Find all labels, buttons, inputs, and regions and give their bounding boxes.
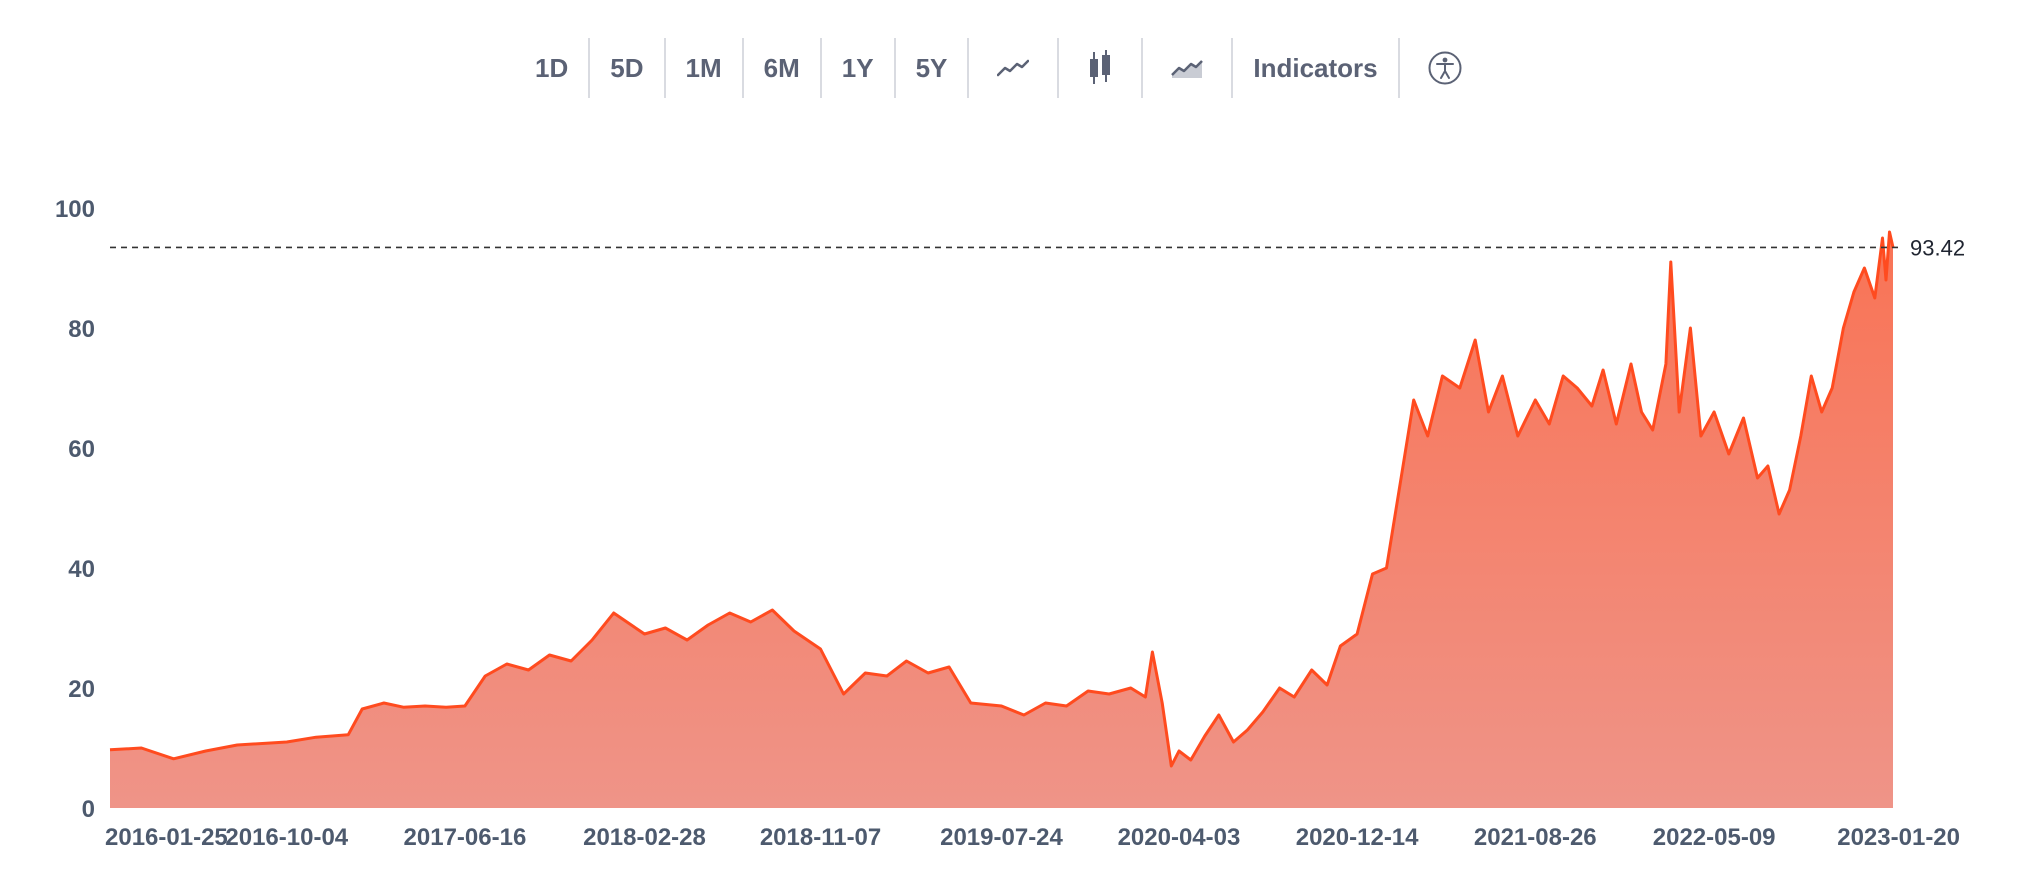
y-tick-label: 40 — [68, 556, 95, 583]
x-tick-label: 2018-02-28 — [583, 824, 706, 851]
area-chart-button[interactable] — [1143, 38, 1234, 98]
x-tick-label: 2023-01-20 — [1837, 824, 1960, 851]
range-5d-button[interactable]: 5D — [590, 38, 666, 98]
y-tick-label: 100 — [55, 196, 95, 223]
x-tick-label: 2021-08-26 — [1474, 824, 1597, 851]
price-line — [109, 230, 1895, 768]
candlestick-chart-icon — [1090, 50, 1111, 84]
range-1d-button[interactable]: 1D — [515, 38, 591, 98]
range-6m-button[interactable]: 6M — [744, 38, 822, 98]
x-tick-label: 2018-11-07 — [760, 824, 881, 851]
line-chart-icon — [997, 59, 1030, 77]
x-tick-label: 2016-01-25 — [105, 824, 228, 851]
x-tick-label: 2020-12-14 — [1296, 824, 1419, 851]
accessibility-button[interactable] — [1400, 38, 1490, 98]
y-axis: 0 20 40 60 80 100 — [55, 196, 95, 823]
range-1y-button[interactable]: 1Y — [822, 38, 896, 98]
area-chart-icon — [1171, 60, 1204, 78]
line-chart-button[interactable] — [969, 38, 1060, 98]
y-tick-label: 20 — [68, 676, 95, 703]
accessibility-icon — [1428, 51, 1462, 85]
y-tick-label: 60 — [68, 436, 95, 463]
x-tick-label: 2019-07-24 — [940, 824, 1063, 851]
x-tick-label: 2017-06-16 — [404, 824, 527, 851]
chart-toolbar: 1D 5D 1M 6M 1Y 5Y Indicators — [515, 38, 1490, 98]
candlestick-chart-button[interactable] — [1059, 38, 1144, 98]
x-tick-label: 2016-10-04 — [225, 824, 348, 851]
y-tick-label: 0 — [82, 796, 95, 823]
x-tick-label: 2022-05-09 — [1653, 824, 1776, 851]
range-5y-button[interactable]: 5Y — [896, 38, 970, 98]
price-area — [110, 232, 1893, 808]
y-tick-label: 80 — [68, 316, 95, 343]
last-price-label: 93.42 — [1910, 235, 1965, 260]
x-tick-label: 2020-04-03 — [1118, 824, 1241, 851]
indicators-button[interactable]: Indicators — [1233, 38, 1400, 98]
range-1m-button[interactable]: 1M — [666, 38, 744, 98]
